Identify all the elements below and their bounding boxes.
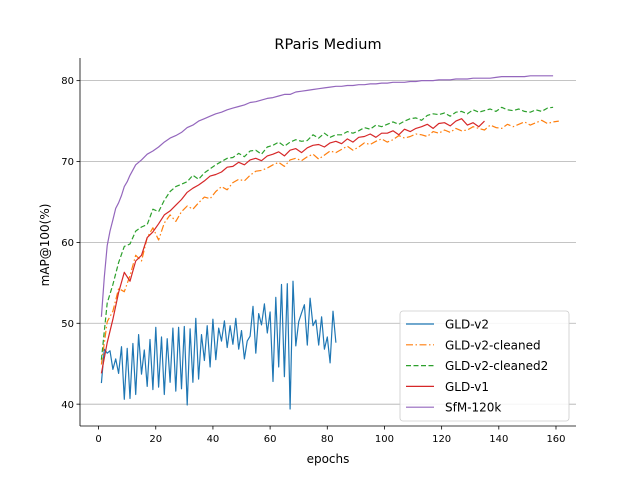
x-tick-label: 0 [95, 434, 101, 445]
legend-label-gld-v2: GLD-v2 [445, 318, 489, 332]
series-line-sfm-120k [100, 75, 554, 317]
x-axis-label: epochs [307, 452, 350, 466]
series-line-gld-v2-cleaned [100, 119, 559, 365]
x-tick-label: 40 [207, 434, 220, 445]
y-tick-label: 60 [61, 238, 74, 249]
x-tick-label: 140 [489, 434, 508, 445]
axes [79, 58, 576, 427]
x-tick-label: 100 [375, 434, 394, 445]
x-tick-label: 80 [321, 434, 334, 445]
legend-label-sfm-120k: SfM-120k [445, 401, 501, 415]
x-tick-label: 20 [149, 434, 162, 445]
y-tick-label: 80 [61, 76, 74, 87]
y-tick-label: 50 [61, 319, 74, 330]
x-tick-label: 120 [432, 434, 451, 445]
legend-label-gld-v2-cleaned: GLD-v2-cleaned [445, 338, 541, 352]
x-tick-label: 60 [264, 434, 277, 445]
series-line-gld-v1 [100, 118, 485, 374]
x-tick-label: 160 [546, 434, 565, 445]
y-axis-label: mAP@100(%) [38, 204, 52, 287]
legend-label-gld-v2-cleaned2: GLD-v2-cleaned2 [445, 359, 548, 373]
legend-label-gld-v1: GLD-v1 [445, 380, 489, 394]
tick-marks: 0 20 40 60 80 100 120 140 160 40 50 60 70 80 [61, 76, 565, 445]
legend-box [399, 310, 570, 422]
legend: GLD-v2 GLD-v2-cleaned GLD-v2-cleaned2 GLD-v… [399, 310, 570, 422]
series-line-gld-v2 [100, 280, 337, 410]
series-line-gld-v2-cleaned2 [100, 106, 554, 360]
chart-title: RParis Medium [274, 37, 381, 53]
y-tick-label: 40 [61, 400, 74, 411]
y-tick-label: 70 [61, 157, 74, 168]
series-lines [100, 75, 559, 410]
